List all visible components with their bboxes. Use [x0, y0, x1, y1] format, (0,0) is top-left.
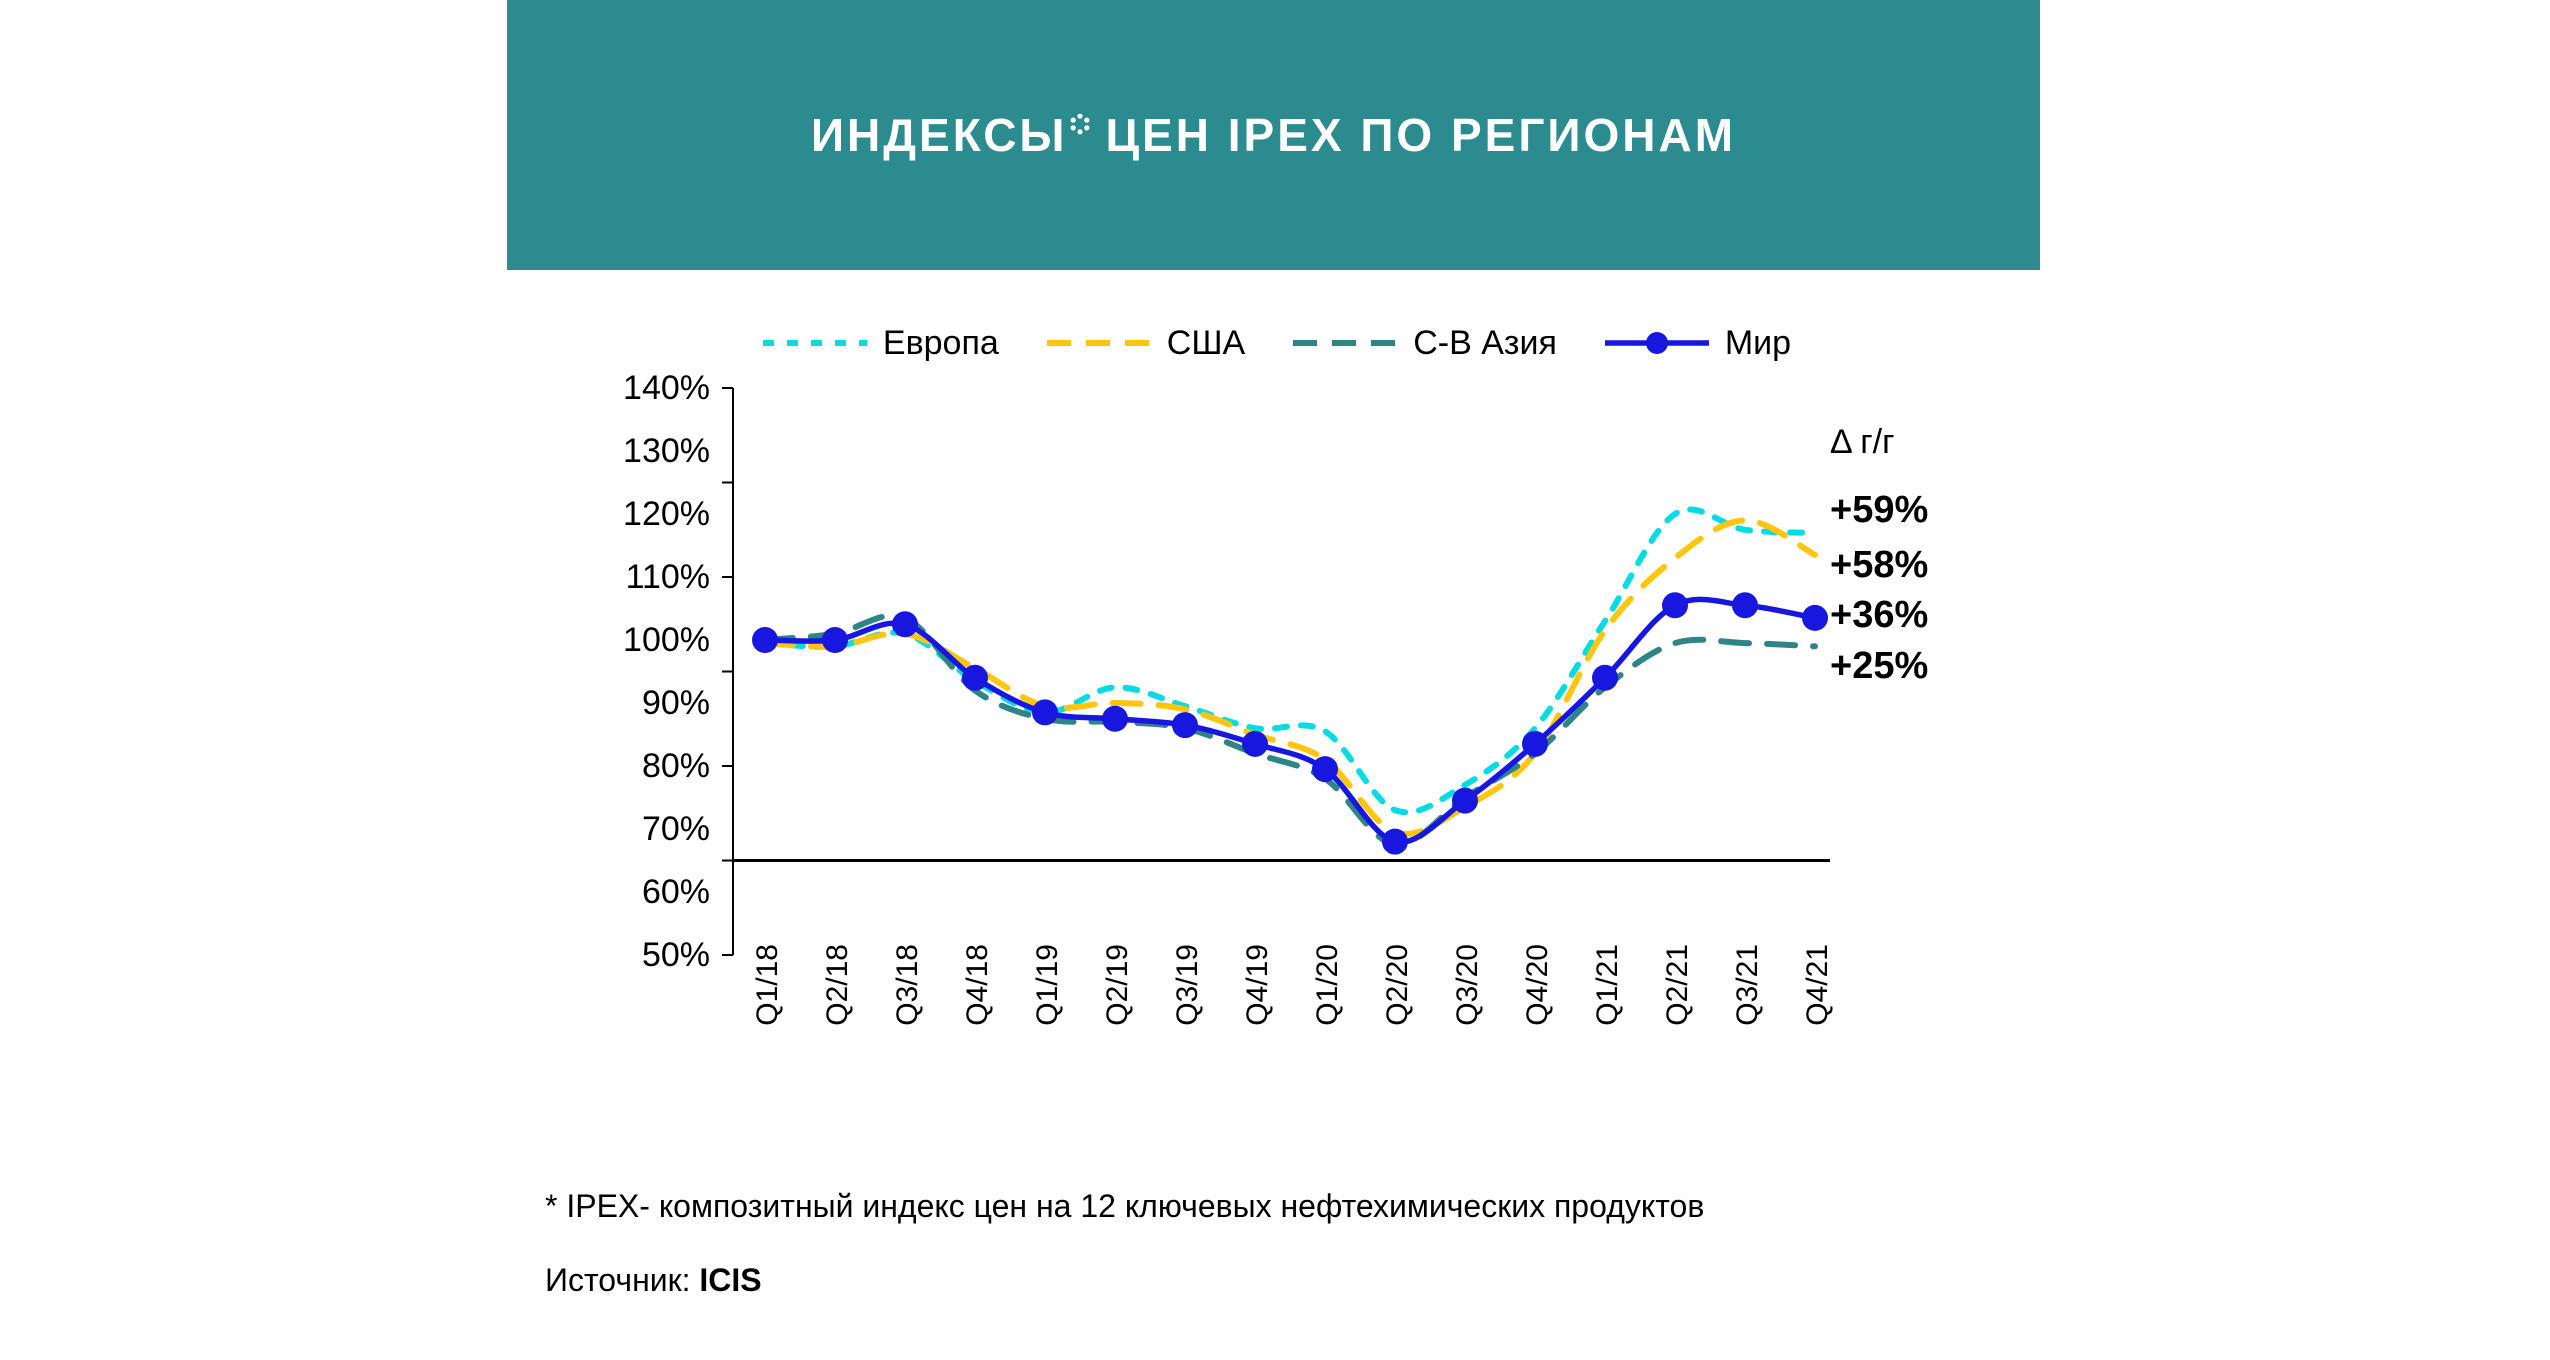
series-line-С-В Азия: [762, 612, 1818, 848]
footnote: * IPEX- композитный индекс цен на 12 клю…: [545, 1188, 1705, 1224]
page-title-prefix: ИНДЕКСЫ: [810, 109, 1068, 161]
series-marker-Мир: [1592, 664, 1618, 691]
series-marker-Мир: [1802, 604, 1828, 631]
line-chart: Q1/18 Q2/18 Q3/18 Q4/18 Q1/19 Q2/19 Q3/19 Q4/19…: [722, 387, 1834, 1026]
x-axis-label: Q3/18: [891, 944, 924, 1026]
legend-label: Европа: [882, 323, 999, 362]
legend-line-sample-usa-icon: [1046, 340, 1151, 346]
x-axis-label: Q4/19: [1241, 944, 1274, 1026]
series-line-Европа: [762, 506, 1818, 816]
legend-item-world: Мир: [1601, 324, 1791, 363]
yoy-header: Δ г/г: [1830, 423, 1895, 461]
x-axis-label: Q3/20: [1451, 944, 1484, 1026]
legend-label: Мир: [1724, 323, 1792, 362]
series-marker-Мир: [1242, 730, 1268, 757]
series-marker-Мир: [1732, 592, 1758, 619]
x-axis-label: Q2/21: [1661, 944, 1694, 1026]
series-marker-Мир: [1032, 699, 1058, 726]
y-axis-label: 120%: [623, 495, 710, 533]
x-axis-label: Q3/19: [1171, 944, 1204, 1026]
series-marker-Мир: [822, 627, 848, 653]
legend-item-europe: Европа: [759, 324, 999, 363]
x-axis-label: Q3/21: [1731, 944, 1764, 1026]
y-axis-label: 110%: [625, 558, 710, 596]
series-line-США: [762, 517, 1818, 837]
title-banner: ИНДЕКСЫ ЦЕН IPEX ПО РЕГИОНАМ: [507, 0, 2040, 270]
x-axis-label: Q4/20: [1521, 944, 1554, 1026]
x-axis-label: Q2/18: [821, 944, 854, 1026]
series-marker-Мир: [1312, 756, 1338, 783]
legend-item-usa: США: [1043, 324, 1245, 363]
page-title: ИНДЕКСЫ ЦЕН IPEX ПО РЕГИОНАМ: [811, 108, 1736, 162]
series-line-Мир: [762, 596, 1818, 845]
x-axis-label: Q1/19: [1031, 944, 1064, 1026]
yoy-value-ne-asia: +25%: [1830, 645, 1929, 687]
y-axis-label: 130%: [623, 432, 710, 470]
series-marker-Мир: [1522, 730, 1548, 757]
legend-line-sample-world-icon: [1604, 332, 1709, 354]
y-axis-label: 140%: [623, 369, 710, 407]
y-axis-label: 50%: [641, 936, 710, 974]
series-marker-Мир: [1102, 705, 1128, 732]
legend-line-sample-europe-icon: [762, 340, 867, 346]
series-marker-Мир: [1452, 787, 1478, 814]
y-axis-label: 80%: [641, 747, 710, 785]
series-marker-Мир: [1172, 712, 1198, 739]
x-axis-label: Q4/18: [961, 944, 994, 1026]
y-axis-label: 100%: [623, 621, 710, 659]
y-axis-label: 70%: [641, 810, 710, 848]
series-marker-Мир: [1382, 828, 1408, 855]
x-axis-label: Q1/20: [1311, 944, 1344, 1026]
legend-line-sample-ne-asia-icon: [1293, 340, 1398, 346]
legend-sample-marker: [1645, 332, 1668, 354]
series-marker-Мир: [1662, 592, 1688, 619]
yoy-value-europe: +59%: [1830, 489, 1929, 531]
x-axis-label: Q4/21: [1801, 944, 1834, 1026]
yoy-value-usa: +58%: [1830, 544, 1929, 586]
chart-legend: Европа США С-В Азия Мир: [650, 316, 1900, 370]
y-axis-label: 90%: [641, 684, 710, 722]
y-axis-labels: 140% 130% 120% 110% 100% 90% 80% 70% 60% 50%: [450, 369, 710, 1030]
y-axis-label: 60%: [641, 873, 710, 911]
legend-item-ne-asia: С-В Азия: [1289, 324, 1557, 363]
legend-label: С-В Азия: [1413, 323, 1557, 362]
source-line: Источник: ICIS: [545, 1262, 762, 1299]
x-axis-label: Q2/20: [1381, 944, 1414, 1026]
series-marker-Мир: [752, 627, 778, 653]
x-axis-label: Q1/18: [751, 944, 784, 1026]
x-axis-label: Q1/21: [1591, 944, 1624, 1026]
series-marker-Мир: [892, 611, 918, 638]
footnote-marker-icon: [1069, 113, 1091, 135]
yoy-value-world: +36%: [1830, 594, 1929, 636]
source-label: Источник:: [545, 1262, 691, 1298]
x-axis-label: Q2/19: [1101, 944, 1134, 1026]
page-title-suffix: ЦЕН IPEX ПО РЕГИОНАМ: [1105, 109, 1737, 161]
legend-label: США: [1166, 323, 1246, 362]
series-marker-Мир: [962, 664, 988, 691]
source-value: ICIS: [699, 1262, 762, 1298]
